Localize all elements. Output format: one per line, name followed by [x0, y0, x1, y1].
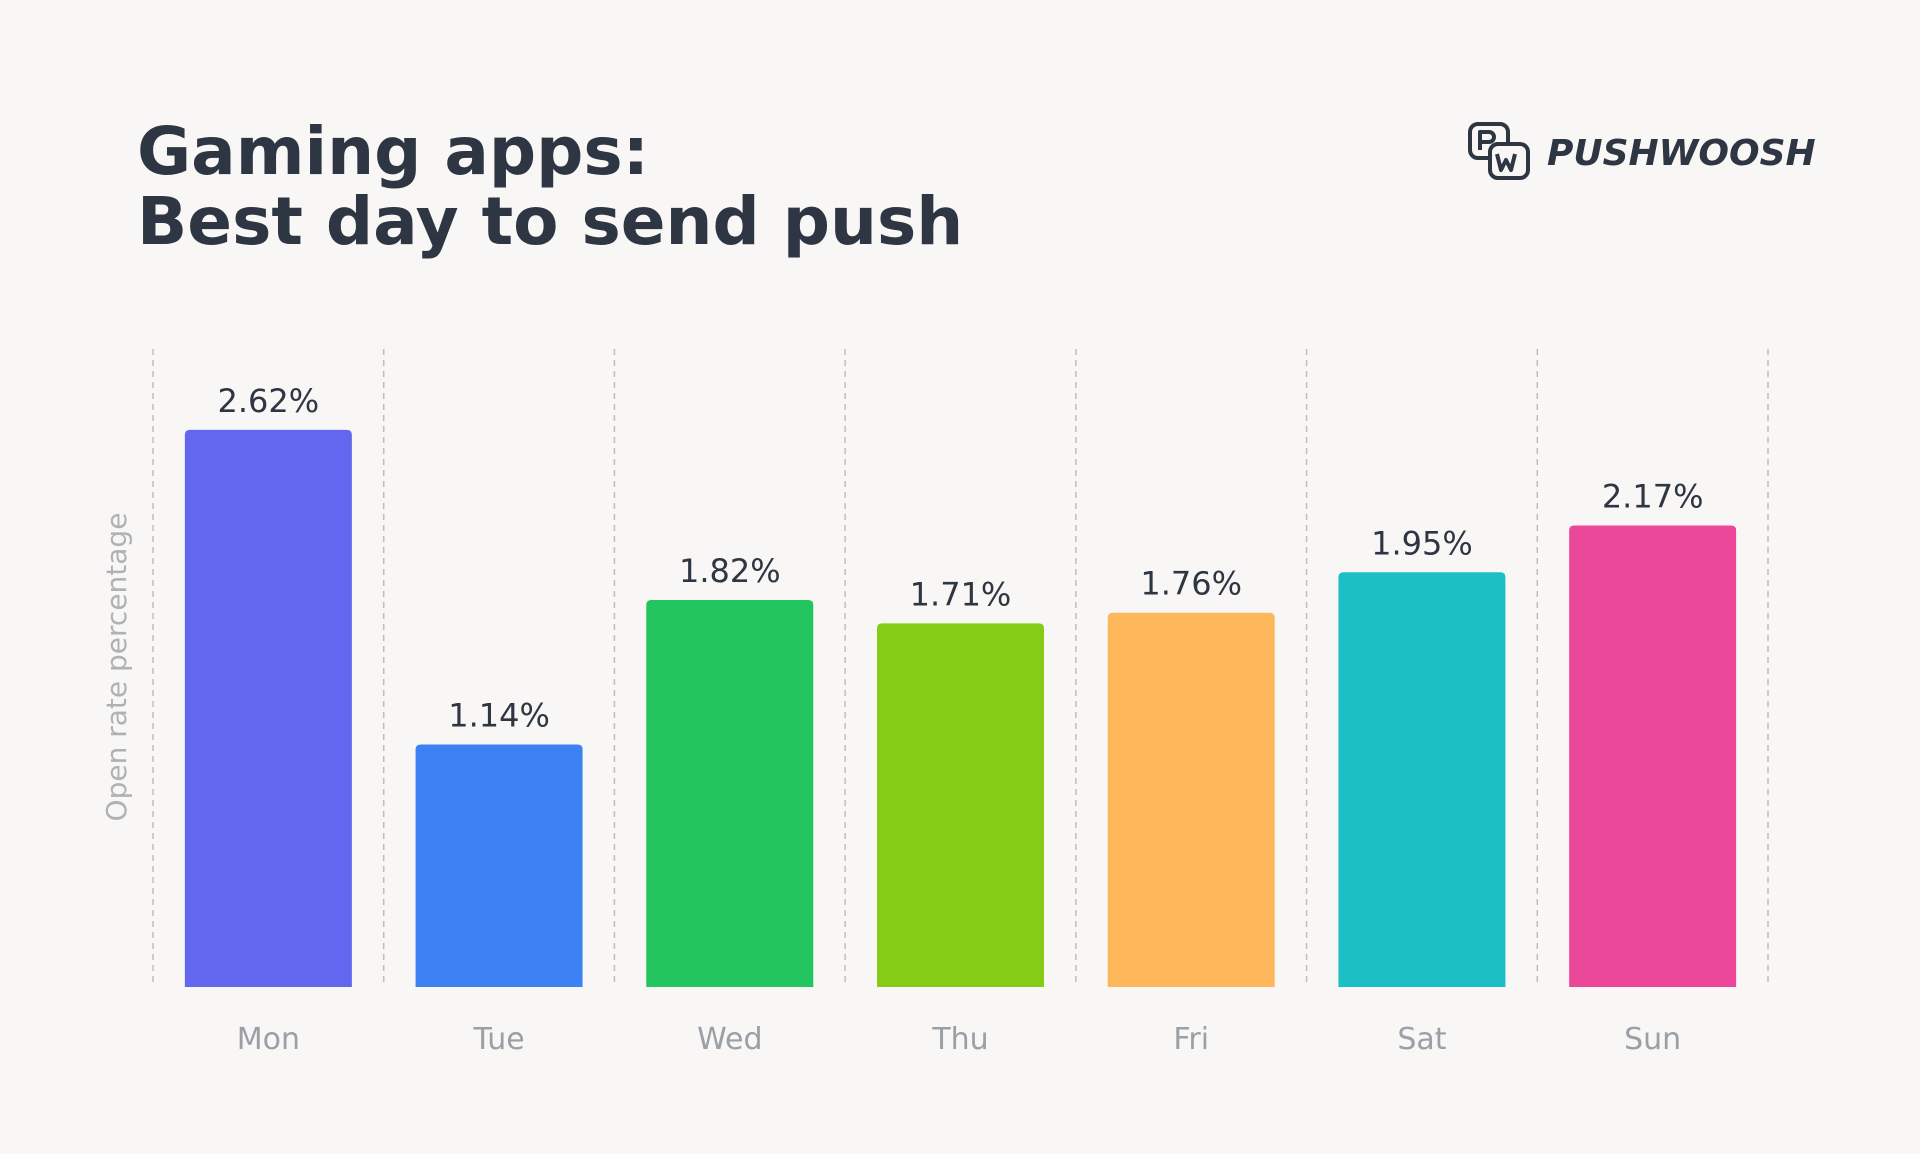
bar	[877, 623, 1044, 987]
bar	[1569, 525, 1737, 987]
value-label: 1.14%	[448, 697, 550, 735]
x-tick-label: Fri	[1173, 1022, 1209, 1057]
x-tick-label: Tue	[472, 1022, 524, 1057]
x-tick-label: Sat	[1397, 1022, 1446, 1057]
value-label: 1.76%	[1140, 565, 1242, 603]
value-label: 2.17%	[1602, 478, 1704, 516]
x-tick-label: Mon	[237, 1022, 300, 1057]
x-tick-label: Sun	[1624, 1022, 1681, 1057]
value-label: 1.95%	[1371, 524, 1473, 562]
value-label: 2.62%	[218, 382, 320, 420]
logo-icon	[1468, 122, 1530, 180]
x-tick-label: Wed	[697, 1022, 762, 1057]
bar	[1107, 612, 1275, 987]
chart-title: Gaming apps:	[137, 113, 649, 190]
bar	[1338, 572, 1506, 987]
y-axis-label: Open rate percentage	[100, 513, 133, 822]
value-label: 1.82%	[679, 552, 781, 590]
brand-name: PUSHWOOSH	[1547, 133, 1816, 174]
bar	[184, 429, 352, 987]
x-tick-label: Thu	[931, 1022, 988, 1057]
bar	[646, 599, 814, 987]
value-label: 1.71%	[910, 575, 1012, 613]
bar	[415, 744, 583, 987]
chart-title: Best day to send push	[137, 183, 963, 260]
